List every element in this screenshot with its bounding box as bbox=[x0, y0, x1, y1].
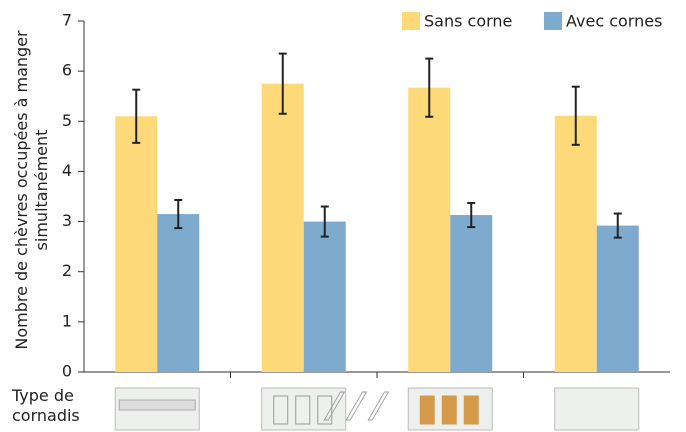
cornadis-icon-part bbox=[118, 399, 196, 411]
bar bbox=[303, 221, 346, 372]
cornadis-icon-part bbox=[323, 391, 346, 421]
y-tick-label: 2 bbox=[62, 261, 72, 280]
y-tick-label: 7 bbox=[62, 11, 72, 30]
legend-label: Avec cornes bbox=[566, 12, 662, 31]
legend-swatch bbox=[402, 12, 420, 30]
y-tick-label: 6 bbox=[62, 61, 72, 80]
cornadis-icon-part bbox=[441, 395, 457, 425]
legend-label: Sans corne bbox=[424, 12, 512, 31]
cornadis-icon-part bbox=[463, 395, 479, 425]
cornadis-icon-part bbox=[317, 395, 333, 425]
x-axis-label: Type de cornadis bbox=[12, 386, 80, 425]
y-tick-label: 1 bbox=[62, 311, 72, 330]
y-tick-label: 5 bbox=[62, 111, 72, 130]
cornadis-icon-part bbox=[295, 395, 311, 425]
cornadis-icon-part bbox=[273, 395, 289, 425]
y-axis-label: Nombre de chèvres occupées à manger simu… bbox=[12, 30, 51, 350]
cornadis-icon-part bbox=[367, 391, 390, 421]
bar bbox=[261, 83, 304, 372]
cornadis-icon bbox=[554, 387, 640, 431]
cornadis-icon-part bbox=[419, 395, 435, 425]
bar bbox=[157, 214, 200, 372]
legend-swatch bbox=[544, 12, 562, 30]
y-tick-label: 0 bbox=[62, 362, 72, 381]
y-tick-label: 3 bbox=[62, 211, 72, 230]
bar bbox=[115, 116, 158, 373]
y-tick-label: 4 bbox=[62, 161, 72, 180]
bar bbox=[596, 225, 639, 372]
cornadis-icon-part bbox=[345, 391, 368, 421]
bar bbox=[554, 115, 597, 373]
bar bbox=[450, 215, 493, 372]
bar bbox=[408, 87, 451, 372]
